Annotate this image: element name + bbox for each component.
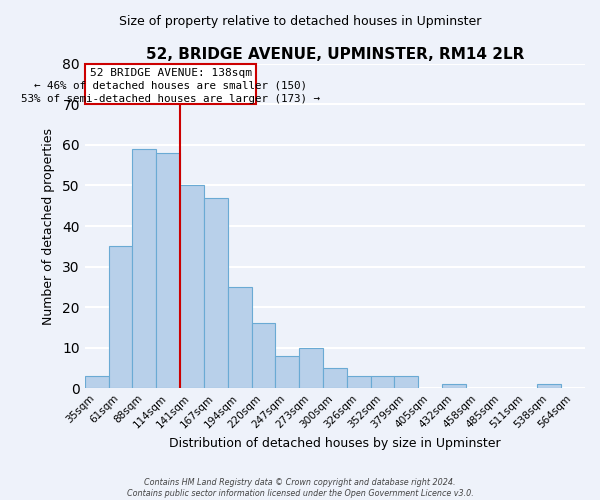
Y-axis label: Number of detached properties: Number of detached properties: [43, 128, 55, 324]
Bar: [251, 324, 275, 388]
Text: 53% of semi-detached houses are larger (173) →: 53% of semi-detached houses are larger (…: [21, 94, 320, 104]
Text: 52 BRIDGE AVENUE: 138sqm: 52 BRIDGE AVENUE: 138sqm: [89, 68, 251, 78]
Text: Contains HM Land Registry data © Crown copyright and database right 2024.
Contai: Contains HM Land Registry data © Crown c…: [127, 478, 473, 498]
Bar: [275, 356, 299, 388]
Bar: [228, 287, 251, 388]
Bar: [347, 376, 371, 388]
Text: ← 46% of detached houses are smaller (150): ← 46% of detached houses are smaller (15…: [34, 81, 307, 91]
Bar: [442, 384, 466, 388]
Bar: [109, 246, 133, 388]
Bar: [371, 376, 394, 388]
Bar: [323, 368, 347, 388]
Title: 52, BRIDGE AVENUE, UPMINSTER, RM14 2LR: 52, BRIDGE AVENUE, UPMINSTER, RM14 2LR: [146, 48, 524, 62]
Bar: [394, 376, 418, 388]
Text: Size of property relative to detached houses in Upminster: Size of property relative to detached ho…: [119, 14, 481, 28]
FancyBboxPatch shape: [85, 64, 256, 104]
X-axis label: Distribution of detached houses by size in Upminster: Distribution of detached houses by size …: [169, 437, 501, 450]
Bar: [538, 384, 561, 388]
Bar: [133, 149, 156, 388]
Bar: [299, 348, 323, 389]
Bar: [180, 186, 204, 388]
Bar: [85, 376, 109, 388]
Bar: [156, 153, 180, 388]
Bar: [204, 198, 228, 388]
